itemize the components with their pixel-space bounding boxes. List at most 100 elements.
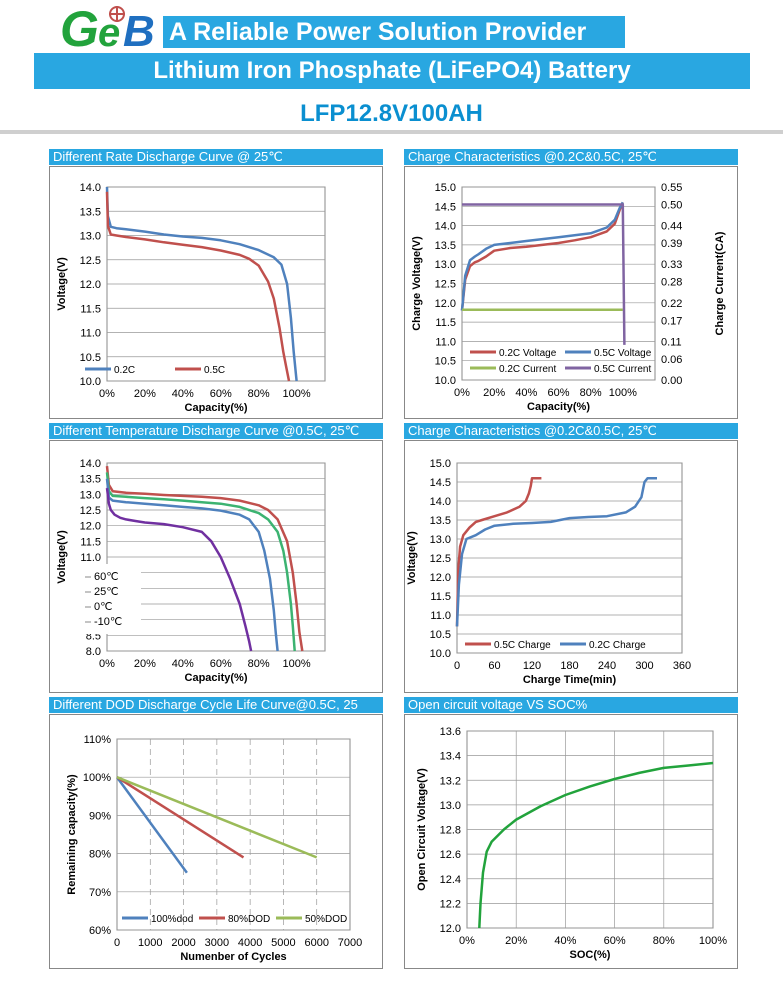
x-tick-label: 40% [554, 935, 576, 947]
y-tick-label: 14.0 [430, 496, 451, 508]
x-tick-label: 0% [459, 935, 475, 947]
y-axis-label: Open Circuit Voltage(V) [416, 768, 428, 891]
y-tick-label: 11.5 [80, 303, 101, 315]
legend-label: 0℃ [94, 601, 112, 613]
y-tick-label: 13.5 [430, 515, 451, 527]
y-tick-label: 14.5 [430, 477, 451, 489]
y2-tick-label: 0.39 [661, 238, 682, 250]
series-line-0 [105, 465, 304, 652]
y-tick-label: 10.5 [430, 629, 451, 641]
y2-axis-label: Charge Current(CA) [714, 231, 726, 335]
y-tick-label: 12.2 [440, 898, 461, 910]
y-tick-label: 14.0 [80, 458, 101, 470]
model-title: LFP12.8V100AH [300, 100, 483, 127]
y-tick-label: 13.5 [80, 206, 101, 218]
x-axis-label: Numenber of Cycles [180, 951, 286, 963]
y-tick-label: 13.0 [80, 231, 101, 243]
x-tick-label: 120 [523, 660, 541, 672]
x-axis-label: SOC(%) [570, 949, 611, 961]
x-tick-label: 20% [134, 658, 156, 670]
x-tick-label: 20% [505, 935, 527, 947]
y-tick-label: 80% [89, 849, 111, 861]
y-tick-label: 14.0 [80, 182, 101, 194]
y-tick-label: 8.0 [86, 646, 101, 658]
y2-tick-label: 0.55 [661, 182, 682, 194]
y-tick-label: 13.0 [440, 800, 461, 812]
x-tick-label: 80% [580, 387, 602, 399]
x-tick-label: 60% [547, 387, 569, 399]
x-tick-label: 100% [282, 658, 310, 670]
tagline-banner: A Reliable Power Solution Provider [163, 16, 625, 48]
y-tick-label: 12.6 [440, 849, 461, 861]
y-tick-label: 10.0 [430, 648, 451, 660]
legend-label: 0.5C [204, 365, 225, 376]
chart-charge-time: 10.0 10.5 11.0 11.5 12.0 12.5 13.0 13.5 14.0 14.5… [406, 458, 691, 686]
y-tick-label: 10.0 [435, 375, 456, 387]
chart-panel-temp-discharge: 8.08.59.09.510.010.511.011.512.012.513.0… [49, 440, 383, 693]
y-tick-label: 13.6 [440, 726, 461, 738]
y-tick-label: 11.5 [435, 317, 456, 329]
y-axis-label: Voltage(V) [56, 257, 68, 311]
x-tick-label: 80% [248, 658, 270, 670]
y2-tick-label: 0.06 [661, 354, 682, 366]
y-tick-label: 110% [84, 734, 112, 746]
x-tick-label: 1000 [138, 937, 162, 949]
y-tick-label: 13.0 [430, 534, 451, 546]
y-tick-label: 13.0 [80, 489, 101, 501]
chart-title-temp-discharge: Different Temperature Discharge Curve @0… [49, 423, 383, 439]
x-tick-label: 6000 [304, 937, 328, 949]
legend-label: 0.2C [114, 365, 135, 376]
y-tick-label: 11.0 [80, 552, 101, 564]
legend-label: 60℃ [94, 571, 119, 583]
y-tick-label: 90% [89, 810, 111, 822]
x-tick-label: 0% [99, 658, 115, 670]
y-axis-label: Charge Voltage(V) [411, 236, 423, 331]
svg-text:G: G [60, 4, 99, 50]
y-tick-label: 10.0 [80, 376, 101, 388]
y2-tick-label: 0.44 [661, 221, 682, 233]
y-tick-label: 11.0 [80, 328, 101, 340]
chart-title-rate-discharge: Different Rate Discharge Curve @ 25℃ [49, 149, 383, 165]
y-tick-label: 12.0 [80, 279, 101, 291]
y2-tick-label: 0.33 [661, 259, 682, 271]
y-tick-label: 12.4 [440, 874, 461, 886]
legend-label: 0.5C Current [594, 364, 651, 375]
y2-tick-label: 0.28 [661, 277, 682, 289]
x-tick-label: 360 [673, 660, 691, 672]
legend-label: 100%dod [151, 914, 193, 925]
svg-text:B: B [123, 7, 155, 50]
series-line-3 [462, 203, 626, 345]
divider [0, 130, 783, 134]
x-tick-label: 60% [604, 935, 626, 947]
legend-label: 0.5C Charge [494, 640, 551, 651]
chart-title-ocv-soc: Open circuit voltage VS SOC% [404, 697, 738, 713]
x-tick-label: 3000 [205, 937, 229, 949]
y-tick-label: 12.5 [435, 279, 456, 291]
y-tick-label: 13.4 [440, 751, 461, 763]
y2-tick-label: 0.50 [661, 200, 682, 212]
x-tick-label: 100% [282, 388, 310, 400]
series-line-0 [478, 761, 714, 929]
x-tick-label: 40% [515, 387, 537, 399]
y-tick-label: 12.0 [80, 521, 101, 533]
y-tick-label: 60% [89, 925, 111, 937]
y-tick-label: 15.0 [430, 458, 451, 470]
series-line-0 [460, 201, 624, 311]
chart-panel-cycle-life: 60% 70% 80% 90% 100% 110% 0 1000 2000 3000 4000 500… [49, 714, 383, 969]
legend-label: -10℃ [94, 616, 122, 628]
y2-tick-label: 0.22 [661, 298, 682, 310]
y2-tick-label: 0.11 [661, 336, 682, 348]
chart-panel-charge-capacity: 10.0 10.5 11.0 11.5 12.0 12.5 13.0 13.5 14.0 14.5… [404, 166, 738, 419]
chart-temp-discharge: 8.08.59.09.510.010.511.011.512.012.513.0… [56, 458, 326, 684]
y-tick-label: 12.5 [430, 553, 451, 565]
product-banner: Lithium Iron Phosphate (LiFePO4) Battery [34, 53, 750, 89]
y-tick-label: 10.5 [80, 352, 101, 364]
legend-label: 0.2C Charge [589, 640, 646, 651]
x-axis-label: Capacity(%) [527, 401, 590, 413]
legend-label: 0.2C Current [499, 364, 556, 375]
legend-label: 50%DOD [305, 914, 347, 925]
x-tick-label: 5000 [271, 937, 295, 949]
y-tick-label: 10.5 [435, 356, 456, 368]
y2-tick-label: 0.00 [661, 375, 682, 387]
legend-label: 80%DOD [228, 914, 270, 925]
